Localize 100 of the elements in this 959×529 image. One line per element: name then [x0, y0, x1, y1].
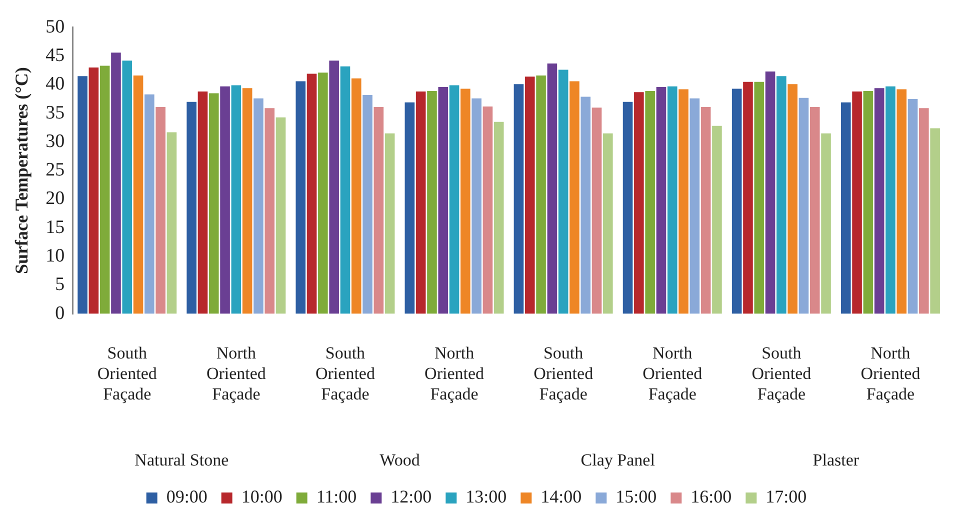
text: Wood [380, 450, 420, 470]
bar [198, 92, 208, 314]
legend-label: 09:00 [166, 486, 208, 507]
x-tick-label: South Oriented Façade [315, 343, 376, 404]
bar [667, 86, 678, 314]
bar [231, 85, 242, 314]
bar [863, 90, 874, 314]
bar [254, 98, 264, 314]
bar [276, 117, 286, 314]
bar [603, 133, 613, 314]
bar [242, 88, 252, 314]
bar [514, 84, 524, 314]
bar [634, 92, 644, 314]
bar [732, 88, 742, 314]
bar [754, 82, 764, 314]
bar [416, 92, 426, 314]
bar [656, 86, 666, 314]
bar [374, 107, 384, 314]
legend-label: 15:00 [616, 486, 657, 507]
y-tick-label: 0 [55, 302, 65, 324]
bar [100, 66, 110, 314]
x-tick-label: North Oriented Façade [860, 343, 921, 404]
bar [622, 102, 633, 314]
bar [340, 66, 350, 314]
text: Natural Stone [134, 450, 229, 470]
bar [570, 81, 580, 314]
bar [208, 93, 219, 314]
legend-label: 17:00 [766, 486, 807, 507]
bar [133, 76, 144, 314]
bar [852, 92, 862, 314]
bar [592, 108, 602, 314]
bar [111, 52, 121, 314]
bar [919, 108, 929, 314]
bar [810, 107, 820, 314]
bar [460, 88, 470, 314]
bar [743, 82, 753, 314]
bar [547, 63, 558, 314]
text: Plaster [812, 450, 860, 470]
bar [78, 76, 88, 314]
y-tick-label: 45 [46, 45, 65, 66]
bar [896, 89, 907, 314]
legend-label: 16:00 [690, 486, 732, 507]
bar [427, 90, 437, 314]
bar [690, 98, 700, 314]
bar [821, 133, 831, 314]
bar [318, 72, 328, 314]
bar [329, 60, 339, 314]
bar [122, 60, 132, 314]
bar [156, 107, 166, 314]
y-tick-label: 25 [46, 160, 65, 181]
bar [874, 88, 884, 314]
bar [712, 126, 722, 314]
bar [144, 94, 154, 314]
y-tick-label: 40 [46, 74, 65, 95]
bar [558, 70, 568, 314]
bar [645, 90, 655, 314]
bar [765, 72, 776, 314]
bar [482, 106, 493, 314]
bar [438, 86, 448, 314]
y-tick-label: 50 [46, 16, 65, 38]
bar [472, 98, 482, 314]
bar [186, 102, 196, 314]
y-tick-label: 35 [46, 102, 65, 124]
bar [524, 76, 535, 314]
bar [776, 76, 786, 314]
bar [678, 89, 688, 314]
legend-label: 12:00 [390, 486, 432, 507]
bar [296, 81, 306, 314]
y-axis-title: Surface Temperatures (°C) [11, 67, 32, 274]
bar [536, 76, 546, 314]
y-tick-label: 20 [46, 188, 65, 210]
bar [220, 86, 230, 314]
legend-label: 11:00 [316, 486, 357, 507]
bar [351, 78, 362, 314]
x-tick-label: North Oriented Façade [642, 343, 703, 404]
bar [886, 86, 896, 314]
bar [362, 94, 372, 314]
legend-label: 10:00 [241, 486, 282, 507]
bar [449, 85, 460, 314]
bar [404, 102, 415, 314]
x-tick-label: North Oriented Façade [424, 343, 485, 404]
y-tick-label: 10 [46, 246, 65, 267]
bar [700, 107, 711, 314]
legend-label: 14:00 [540, 486, 582, 507]
x-tick-label: South Oriented Façade [97, 343, 158, 404]
y-tick-label: 15 [46, 216, 65, 238]
bar [930, 128, 940, 314]
bar [306, 74, 317, 314]
bar [88, 67, 99, 314]
bar [788, 84, 798, 314]
bar [580, 96, 591, 314]
bar [908, 99, 918, 314]
y-tick-label: 5 [55, 274, 65, 296]
bar [798, 98, 809, 314]
bar [384, 133, 395, 314]
bar [166, 132, 177, 314]
y-tick-label: 30 [46, 130, 65, 152]
text: Clay Panel [580, 450, 656, 470]
legend-label: 13:00 [466, 486, 507, 507]
x-tick-label: South Oriented Façade [752, 343, 812, 404]
